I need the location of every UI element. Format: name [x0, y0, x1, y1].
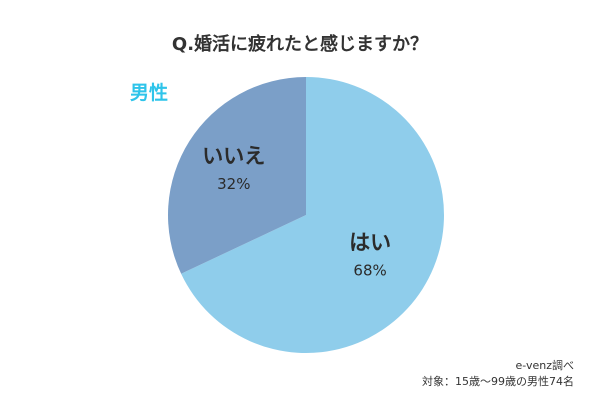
slice-value-yes: 68% — [353, 262, 386, 280]
slice-label-no: いいえ — [202, 144, 265, 168]
pie-slice-no — [167, 77, 306, 274]
chart-title: Q.婚活に疲れたと感じますか？ — [172, 33, 428, 55]
slice-label-yes: はい — [349, 231, 391, 255]
pie-slice-labels: はい 68% いいえ 32% — [202, 144, 391, 280]
pie-slice-yes — [181, 77, 444, 353]
survey-target: 対象：15歳〜99歳の男性74名 — [422, 374, 574, 388]
pie-slices — [167, 77, 444, 353]
slice-value-no: 32% — [217, 175, 250, 193]
source-credit: e-venz調べ — [516, 358, 574, 372]
group-label: 男性 — [130, 81, 168, 104]
